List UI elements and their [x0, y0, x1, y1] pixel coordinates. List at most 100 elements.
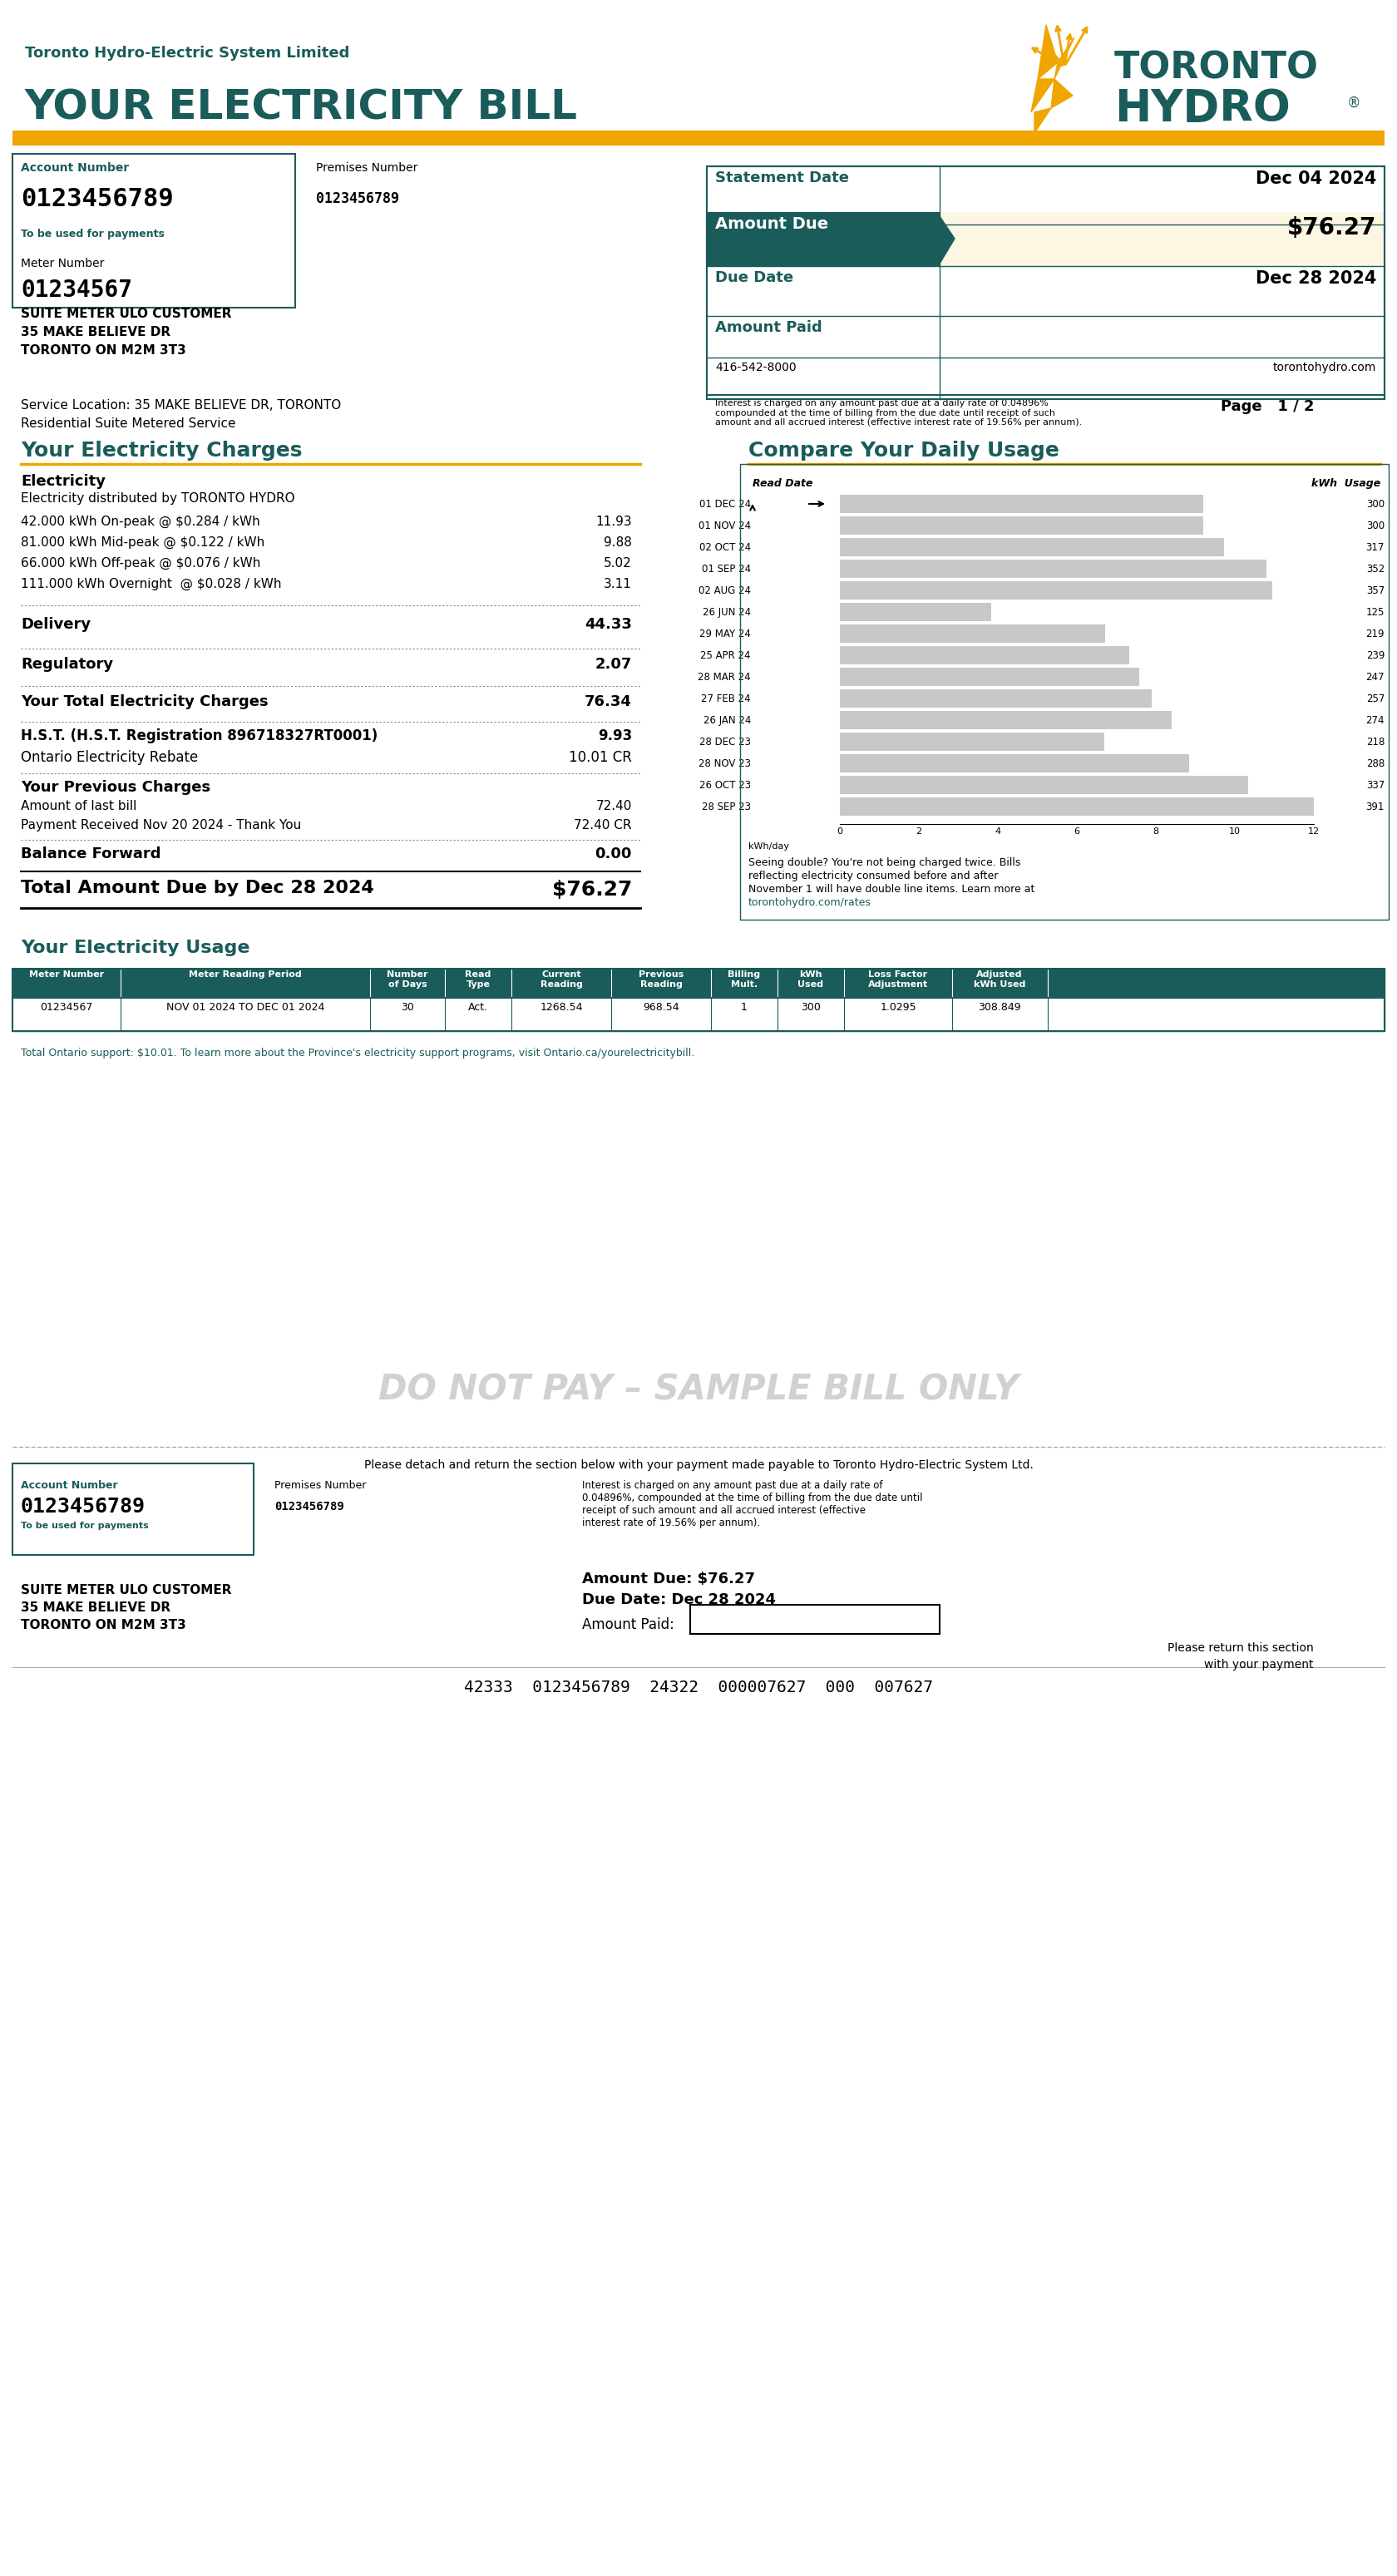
Text: 357: 357 — [1366, 585, 1384, 595]
FancyBboxPatch shape — [840, 667, 1140, 685]
Polygon shape — [1051, 80, 1073, 108]
Text: 10: 10 — [1229, 827, 1241, 835]
Text: Total Ontario support: $10.01. To learn more about the Province's electricity su: Total Ontario support: $10.01. To learn … — [21, 1048, 694, 1059]
Text: Balance Forward: Balance Forward — [21, 848, 161, 860]
Text: 02 OCT 24: 02 OCT 24 — [700, 541, 752, 554]
Text: DO NOT PAY – SAMPLE BILL ONLY: DO NOT PAY – SAMPLE BILL ONLY — [379, 1373, 1018, 1406]
Text: torontohydro.com: torontohydro.com — [1273, 361, 1376, 374]
Text: 28 SEP 23: 28 SEP 23 — [701, 801, 752, 811]
FancyBboxPatch shape — [840, 755, 1189, 773]
Text: kWh  Usage: kWh Usage — [1312, 479, 1380, 489]
Text: 300: 300 — [1366, 500, 1384, 510]
Text: Meter Reading Period: Meter Reading Period — [189, 971, 302, 979]
FancyBboxPatch shape — [840, 799, 1313, 817]
FancyBboxPatch shape — [840, 582, 1273, 600]
Text: Amount Due: Amount Due — [715, 216, 828, 232]
Text: 8: 8 — [1153, 827, 1160, 835]
Text: 01 DEC 24: 01 DEC 24 — [700, 500, 752, 510]
Text: 218: 218 — [1366, 737, 1384, 747]
Text: 10.01 CR: 10.01 CR — [569, 750, 631, 765]
Text: Dec 04 2024: Dec 04 2024 — [1256, 170, 1376, 188]
Text: 26 JUN 24: 26 JUN 24 — [703, 608, 752, 618]
FancyBboxPatch shape — [13, 155, 295, 307]
Text: kWh
Used: kWh Used — [798, 971, 824, 989]
Text: Due Date: Due Date — [715, 270, 793, 286]
Text: Interest is charged on any amount past due at a daily rate of 0.04896%
compounde: Interest is charged on any amount past d… — [715, 399, 1083, 428]
Text: Current
Reading: Current Reading — [541, 971, 583, 989]
Text: HYDRO: HYDRO — [1115, 88, 1291, 131]
FancyBboxPatch shape — [840, 690, 1151, 708]
Text: Your Electricity Usage: Your Electricity Usage — [21, 940, 250, 956]
Text: Account Number: Account Number — [21, 1481, 117, 1492]
Text: 01 NOV 24: 01 NOV 24 — [698, 520, 752, 531]
Text: 1.0295: 1.0295 — [880, 1002, 916, 1012]
Text: 26 JAN 24: 26 JAN 24 — [703, 716, 752, 726]
Text: 0123456789: 0123456789 — [316, 191, 400, 206]
Text: 1268.54: 1268.54 — [539, 1002, 583, 1012]
Text: 337: 337 — [1366, 781, 1384, 791]
Text: SUITE METER ULO CUSTOMER
35 MAKE BELIEVE DR
TORONTO ON M2M 3T3: SUITE METER ULO CUSTOMER 35 MAKE BELIEVE… — [21, 1584, 232, 1631]
Text: Amount Paid:: Amount Paid: — [583, 1618, 675, 1633]
FancyBboxPatch shape — [840, 603, 992, 621]
Text: Delivery: Delivery — [21, 618, 91, 631]
Text: Your Previous Charges: Your Previous Charges — [21, 781, 211, 796]
Text: Dec 28 2024: Dec 28 2024 — [1256, 270, 1376, 286]
Text: 352: 352 — [1366, 564, 1384, 574]
Text: Your Electricity Charges: Your Electricity Charges — [21, 440, 302, 461]
Text: To be used for payments: To be used for payments — [21, 1522, 148, 1530]
Text: Billing
Mult.: Billing Mult. — [728, 971, 760, 989]
FancyBboxPatch shape — [707, 167, 1384, 399]
Text: 9.93: 9.93 — [598, 729, 631, 744]
Text: 42333  0123456789  24322  000007627  000  007627: 42333 0123456789 24322 000007627 000 007… — [464, 1680, 933, 1695]
Text: ®: ® — [1347, 95, 1361, 111]
Text: 01234567: 01234567 — [21, 278, 133, 301]
FancyBboxPatch shape — [840, 732, 1104, 750]
Text: Read
Type: Read Type — [465, 971, 492, 989]
Text: Number
of Days: Number of Days — [387, 971, 427, 989]
Text: To be used for payments: To be used for payments — [21, 229, 165, 240]
Text: Total Amount Due by Dec 28 2024: Total Amount Due by Dec 28 2024 — [21, 881, 374, 896]
Text: NOV 01 2024 TO DEC 01 2024: NOV 01 2024 TO DEC 01 2024 — [166, 1002, 324, 1012]
FancyBboxPatch shape — [840, 495, 1204, 513]
Text: 42.000 kWh On-peak @ $0.284 / kWh: 42.000 kWh On-peak @ $0.284 / kWh — [21, 515, 260, 528]
FancyBboxPatch shape — [840, 559, 1267, 577]
Text: 30: 30 — [401, 1002, 414, 1012]
Text: 274: 274 — [1366, 716, 1384, 726]
Text: Account Number: Account Number — [21, 162, 129, 173]
Text: kWh/day: kWh/day — [749, 842, 789, 850]
Text: 0.00: 0.00 — [595, 848, 631, 860]
Text: 12: 12 — [1308, 827, 1320, 835]
FancyBboxPatch shape — [840, 515, 1204, 536]
Polygon shape — [1034, 108, 1051, 134]
Text: 257: 257 — [1366, 693, 1384, 703]
Text: 288: 288 — [1366, 757, 1384, 770]
FancyBboxPatch shape — [13, 1463, 254, 1556]
Text: 72.40: 72.40 — [597, 801, 631, 811]
Text: 5.02: 5.02 — [604, 556, 631, 569]
FancyBboxPatch shape — [840, 538, 1224, 556]
Text: 3.11: 3.11 — [604, 577, 631, 590]
Text: Toronto Hydro-Electric System Limited: Toronto Hydro-Electric System Limited — [25, 46, 349, 62]
Text: Previous
Reading: Previous Reading — [638, 971, 683, 989]
Text: 11.93: 11.93 — [595, 515, 631, 528]
Text: 968.54: 968.54 — [643, 1002, 679, 1012]
Text: Interest is charged on any amount past due at a daily rate of
0.04896%, compound: Interest is charged on any amount past d… — [583, 1481, 922, 1528]
FancyBboxPatch shape — [840, 711, 1172, 729]
Text: SUITE METER ULO CUSTOMER: SUITE METER ULO CUSTOMER — [21, 307, 232, 319]
Text: 300: 300 — [800, 1002, 820, 1012]
Text: 28 MAR 24: 28 MAR 24 — [698, 672, 752, 683]
Text: Amount of last bill: Amount of last bill — [21, 801, 137, 811]
Text: Seeing double? You're not being charged twice. Bills: Seeing double? You're not being charged … — [749, 858, 1021, 868]
Text: 247: 247 — [1366, 672, 1384, 683]
Text: Loss Factor
Adjustment: Loss Factor Adjustment — [868, 971, 928, 989]
Text: 76.34: 76.34 — [585, 696, 631, 708]
Text: 02 AUG 24: 02 AUG 24 — [698, 585, 752, 595]
Text: Adjusted
kWh Used: Adjusted kWh Used — [974, 971, 1025, 989]
FancyBboxPatch shape — [13, 997, 1384, 1030]
FancyBboxPatch shape — [707, 211, 940, 265]
Text: 0123456789: 0123456789 — [274, 1502, 344, 1512]
Text: Your Total Electricity Charges: Your Total Electricity Charges — [21, 696, 268, 708]
Text: 2: 2 — [916, 827, 922, 835]
Text: 81.000 kWh Mid-peak @ $0.122 / kWh: 81.000 kWh Mid-peak @ $0.122 / kWh — [21, 536, 264, 549]
Text: Amount Due: $76.27: Amount Due: $76.27 — [583, 1571, 754, 1587]
